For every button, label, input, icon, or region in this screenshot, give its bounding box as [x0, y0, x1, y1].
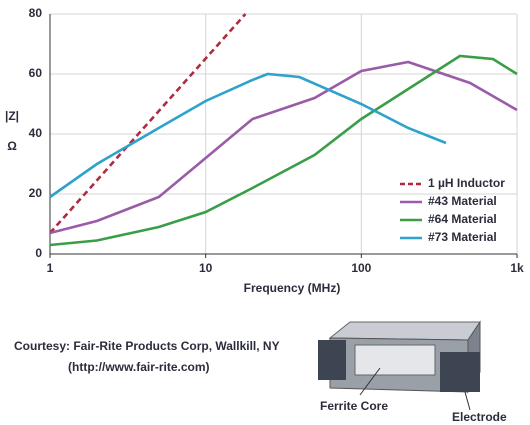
bead-top	[328, 321, 481, 341]
series-line	[49, 13, 247, 234]
y-tick-label: 80	[29, 6, 43, 20]
x-axis-label: Frequency (MHz)	[244, 281, 341, 295]
x-tick-label: 1k	[510, 261, 524, 275]
ferrite-bead-figure	[318, 320, 481, 411]
bead-core	[354, 344, 436, 376]
y-tick-label: 60	[29, 66, 43, 80]
series-line	[49, 60, 518, 235]
figure-label: Electrode	[452, 410, 507, 424]
electrode-right	[440, 352, 480, 392]
x-tick-label: 10	[199, 261, 213, 275]
series-line	[49, 72, 447, 199]
y-tick-label: 0	[35, 246, 42, 260]
y-tick-label: 20	[29, 186, 43, 200]
legend-label: #43 Material	[428, 194, 497, 208]
legend-label: 1 µH Inductor	[428, 176, 505, 190]
y-tick-label: 40	[29, 126, 43, 140]
y-axis-label: |Z|	[5, 109, 19, 123]
legend-label: #64 Material	[428, 212, 497, 226]
pointer	[359, 367, 381, 396]
x-tick-label: 100	[351, 261, 371, 275]
credit-url: (http://www.fair-rite.com)	[68, 360, 210, 374]
series-line	[49, 54, 518, 247]
pointer	[464, 391, 471, 411]
figure-label: Ferrite Core	[320, 399, 388, 413]
credit-text: Courtesy: Fair-Rite Products Corp, Wallk…	[14, 339, 280, 353]
x-tick-label: 1	[47, 261, 54, 275]
legend-label: #73 Material	[428, 230, 497, 244]
electrode-left	[318, 340, 346, 380]
y-axis-unit: Ω	[7, 139, 17, 153]
